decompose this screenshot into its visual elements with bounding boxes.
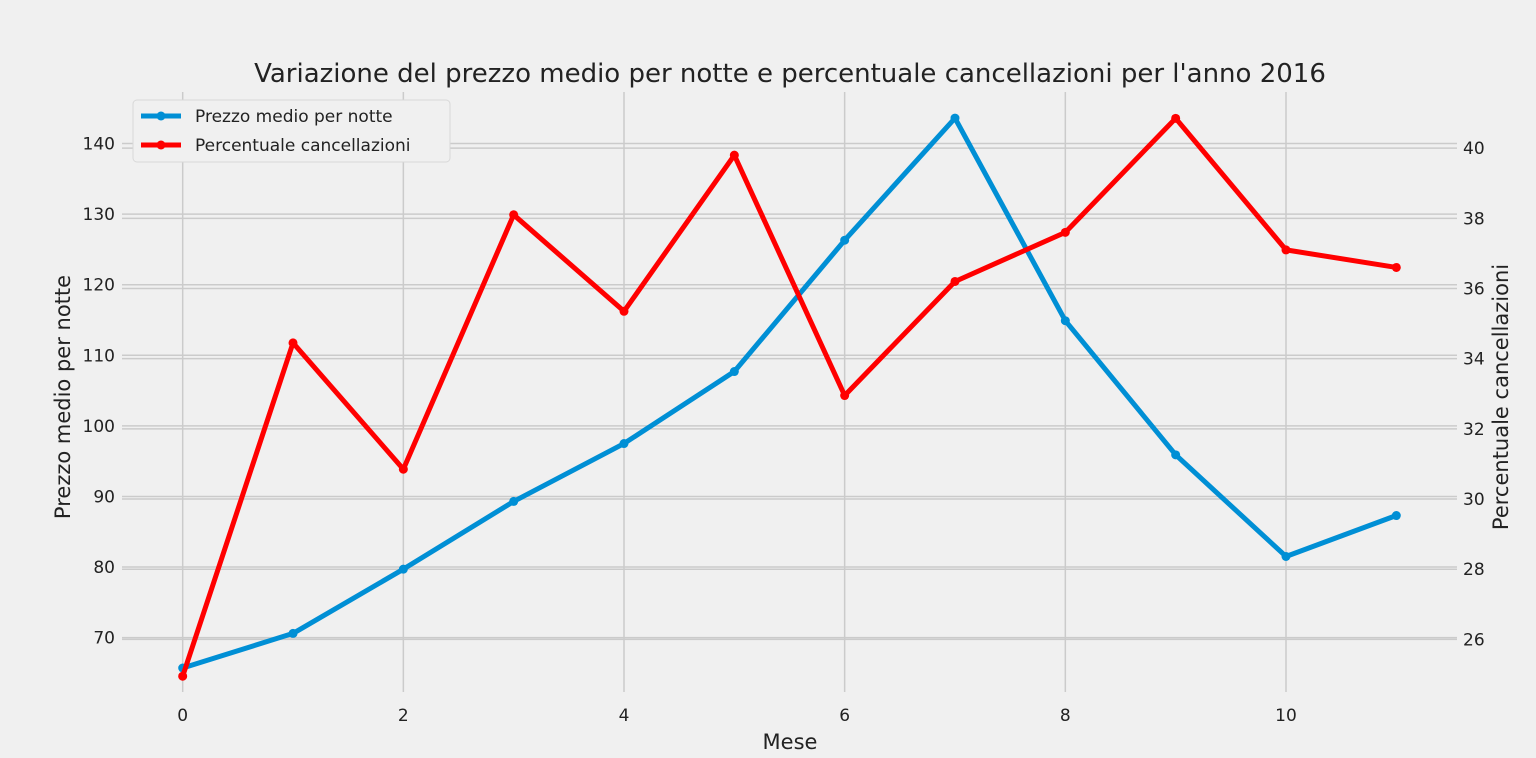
series-point-2 bbox=[178, 671, 188, 681]
series-line-1 bbox=[180, 115, 1399, 671]
legend-marker bbox=[156, 111, 166, 121]
series-point-2 bbox=[1171, 113, 1181, 123]
legend: Prezzo medio per notte Percentuale cancel… bbox=[132, 99, 451, 163]
x-axis-label: Mese bbox=[763, 730, 818, 754]
y-tick-label-right: 30 bbox=[1463, 490, 1485, 510]
series-point-2 bbox=[729, 150, 739, 160]
series-point-1 bbox=[840, 235, 850, 245]
y-tick-label-right: 34 bbox=[1463, 350, 1485, 370]
series-point-2 bbox=[950, 276, 960, 286]
x-tick-label: 10 bbox=[1275, 706, 1297, 726]
legend-label: Prezzo medio per notte bbox=[195, 107, 393, 127]
y-tick-label-left: 100 bbox=[83, 417, 115, 437]
series-point-1 bbox=[398, 564, 408, 574]
grid bbox=[122, 92, 1457, 692]
y-tick-label-right: 26 bbox=[1463, 630, 1485, 650]
y-tick-label-left: 110 bbox=[83, 346, 115, 366]
x-tick-label: 4 bbox=[619, 706, 630, 726]
series-point-1 bbox=[1171, 450, 1181, 460]
series-point-2 bbox=[398, 464, 408, 474]
x-tick-label: 0 bbox=[177, 706, 188, 726]
y-tick-label-right: 32 bbox=[1463, 420, 1485, 440]
legend-marker bbox=[156, 140, 166, 150]
x-tick-label: 2 bbox=[398, 706, 409, 726]
y-tick-label-left: 130 bbox=[83, 205, 115, 225]
series-point-2 bbox=[840, 391, 850, 401]
legend-box bbox=[132, 99, 451, 163]
y-tick-label-right: 36 bbox=[1463, 279, 1485, 299]
y-tick-label-right: 28 bbox=[1463, 560, 1485, 580]
series-point-1 bbox=[1060, 316, 1070, 326]
axes: 0 2 4 6 8 10 70 80 90 100 110 120 130 140 26 28 30 32 34 36… bbox=[83, 135, 1485, 726]
series-point-1 bbox=[288, 628, 298, 638]
y-tick-label-right: 38 bbox=[1463, 209, 1485, 229]
series-point-2 bbox=[288, 338, 298, 348]
y-tick-label-left: 80 bbox=[93, 558, 115, 578]
series-point-2 bbox=[1060, 227, 1070, 237]
series-point-2 bbox=[619, 306, 629, 316]
series bbox=[178, 113, 1401, 681]
chart-title: Variazione del prezzo medio per notte e … bbox=[254, 59, 1326, 89]
series-point-2 bbox=[509, 210, 519, 220]
series-point-1 bbox=[729, 367, 739, 377]
y-axis-label-left: Prezzo medio per notte bbox=[51, 275, 75, 519]
series-point-1 bbox=[509, 496, 519, 506]
series-point-1 bbox=[1391, 511, 1401, 521]
x-tick-label: 6 bbox=[839, 706, 850, 726]
y-tick-label-left: 140 bbox=[83, 135, 115, 155]
legend-label: Percentuale cancellazioni bbox=[195, 136, 411, 156]
x-tick-label: 8 bbox=[1060, 706, 1071, 726]
y-tick-label-left: 120 bbox=[83, 276, 115, 296]
series-point-1 bbox=[619, 439, 629, 449]
y-tick-label-left: 70 bbox=[93, 629, 115, 649]
series-point-1 bbox=[950, 113, 960, 123]
y-tick-label-right: 40 bbox=[1463, 139, 1485, 159]
y-axis-label-right: Percentuale cancellazioni bbox=[1489, 264, 1513, 530]
y-tick-label-left: 90 bbox=[93, 487, 115, 507]
series-point-2 bbox=[1391, 262, 1401, 272]
series-point-2 bbox=[1281, 245, 1291, 255]
series-line-2 bbox=[180, 115, 1399, 679]
series-point-1 bbox=[1281, 551, 1291, 561]
